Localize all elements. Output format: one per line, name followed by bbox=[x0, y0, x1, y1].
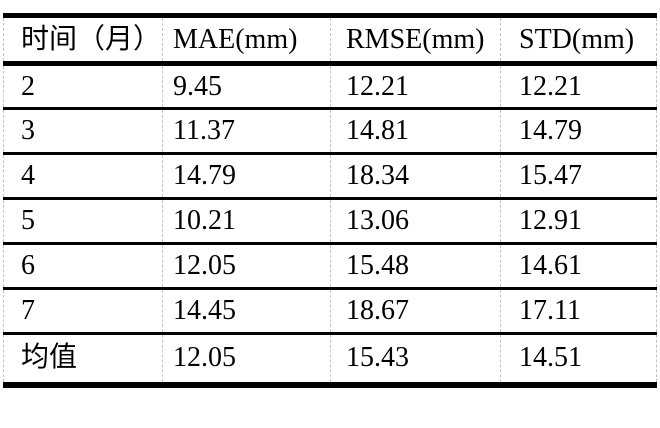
table-cell-mae: 14.45 bbox=[162, 288, 331, 334]
table-header-row: 时间（月） MAE(mm) RMSE(mm) STD(mm) bbox=[3, 15, 657, 64]
table-cell-mae: 9.45 bbox=[162, 63, 331, 109]
table-cell-month: 3 bbox=[3, 108, 163, 154]
metrics-table: 时间（月） MAE(mm) RMSE(mm) STD(mm) 2 9.45 12… bbox=[3, 13, 657, 388]
table-cell-rmse: 15.43 bbox=[330, 333, 501, 385]
table-cell-month: 2 bbox=[3, 63, 163, 109]
table-cell-std: 12.91 bbox=[519, 205, 582, 236]
table-cell-average-label: 均值 bbox=[3, 333, 163, 385]
table-cell-month: 6 bbox=[3, 243, 163, 289]
table-cell-rmse: 15.48 bbox=[330, 243, 501, 289]
table-row: 2 9.45 12.21 12.21 bbox=[3, 63, 657, 109]
table-row-average: 均值 12.05 15.43 14.51 bbox=[3, 333, 657, 385]
table-row: 6 12.05 15.48 14.61 bbox=[3, 243, 657, 289]
table-cell-rmse: 18.67 bbox=[330, 288, 501, 334]
table-cell-rmse: 18.34 bbox=[330, 153, 501, 199]
column-header-rmse: RMSE(mm) bbox=[330, 15, 501, 64]
table-cell-std: 14.61 bbox=[519, 250, 582, 281]
table-cell-mae: 12.05 bbox=[162, 333, 331, 385]
table-cell-rmse: 13.06 bbox=[330, 198, 501, 244]
table-cell-std: 12.21 bbox=[519, 70, 582, 102]
table-cell-mae: 14.79 bbox=[162, 153, 331, 199]
table-row: 7 14.45 18.67 17.11 bbox=[3, 288, 657, 334]
table-cell-std: 17.11 bbox=[519, 295, 581, 326]
column-header-time-month: 时间（月） bbox=[3, 15, 163, 64]
column-header-std: STD(mm) bbox=[519, 23, 635, 55]
table-cell-month: 7 bbox=[3, 288, 163, 334]
table-cell-std: 15.47 bbox=[519, 160, 582, 191]
table-cell-mae: 10.21 bbox=[162, 198, 331, 244]
table-cell-mae: 12.05 bbox=[162, 243, 331, 289]
table-cell-mae: 11.37 bbox=[162, 108, 331, 154]
table-cell-rmse: 12.21 bbox=[330, 63, 501, 109]
table-row: 3 11.37 14.81 14.79 bbox=[3, 108, 657, 154]
table-cell-month: 4 bbox=[3, 153, 163, 199]
table-cell-month: 5 bbox=[3, 198, 163, 244]
table-cell-std: 14.79 bbox=[519, 115, 582, 146]
column-header-mae: MAE(mm) bbox=[162, 15, 331, 64]
table-row: 4 14.79 18.34 15.47 bbox=[3, 153, 657, 199]
table-cell-rmse: 14.81 bbox=[330, 108, 501, 154]
table-row: 5 10.21 13.06 12.91 bbox=[3, 198, 657, 244]
table-cell-std: 14.51 bbox=[519, 342, 582, 374]
